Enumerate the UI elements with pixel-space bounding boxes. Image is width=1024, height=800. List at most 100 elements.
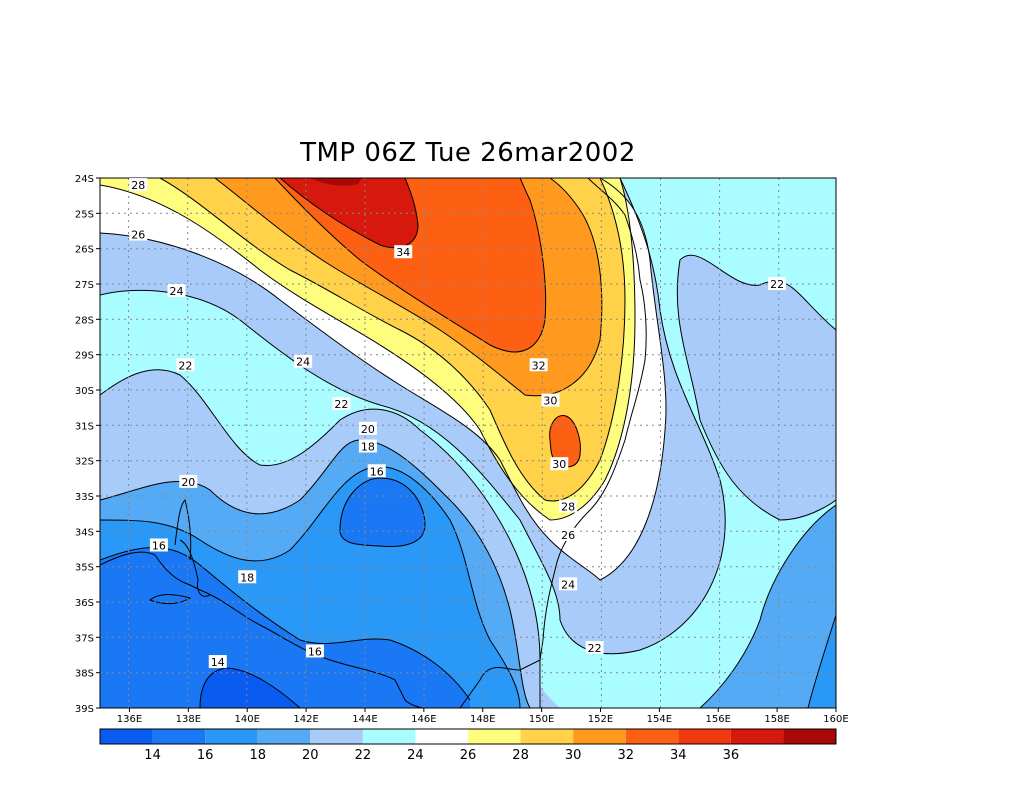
lon-label: 136E xyxy=(117,714,142,725)
contour-label: 30 xyxy=(543,395,557,408)
contour-label-box xyxy=(529,358,548,372)
contour-label-box xyxy=(179,474,198,488)
colorbar-swatch xyxy=(310,729,363,744)
band-16 xyxy=(100,547,470,708)
colorbar-label: 32 xyxy=(617,748,634,763)
lon-label: 160E xyxy=(823,714,848,725)
colorbar-swatch xyxy=(152,729,206,744)
colorbar-label: 20 xyxy=(302,748,319,763)
lat-label: 26S xyxy=(75,245,94,256)
contour-label: 30 xyxy=(552,458,566,471)
lat-label: 30S xyxy=(75,386,94,397)
lon-label: 138E xyxy=(176,714,201,725)
contour-label: 20 xyxy=(361,423,375,436)
contour-label: 22 xyxy=(770,278,784,291)
colorbar-swatch xyxy=(678,729,731,744)
lon-label: 150E xyxy=(529,714,554,725)
colorbar-label: 34 xyxy=(670,748,687,763)
contour-label-box xyxy=(358,421,377,435)
band-14 xyxy=(200,668,300,708)
contour-label: 16 xyxy=(308,645,322,658)
lat-label: 34S xyxy=(75,527,94,538)
lat-label: 33S xyxy=(75,492,94,503)
contour-label: 18 xyxy=(361,441,375,454)
contour-label: 24 xyxy=(170,285,184,298)
lon-label: 154E xyxy=(647,714,672,725)
contour-label-box xyxy=(559,527,578,541)
colorbar-label: 22 xyxy=(355,748,372,763)
lat-label: 28S xyxy=(75,315,94,326)
lat-label: 24S xyxy=(75,174,94,185)
colorbar: 14 16 18 20 22 24 26 28 30 32 34 36 xyxy=(99,728,837,763)
colorbar-label: 36 xyxy=(723,748,740,763)
contour-label: 26 xyxy=(131,229,145,242)
colorbar-swatch xyxy=(205,729,258,744)
contour-label: 24 xyxy=(561,578,575,591)
colorbar-label: 24 xyxy=(407,748,424,763)
contour-label-box xyxy=(550,457,569,471)
contour-label: 22 xyxy=(178,359,192,372)
longitude-axis: 136E 138E 140E 142E 144E 146E 148E 150E 152E 154E… xyxy=(117,708,849,725)
contour-label-box xyxy=(305,644,324,658)
colorbar-label: 18 xyxy=(249,748,266,763)
colorbar-label: 16 xyxy=(197,748,214,763)
contour-label-box xyxy=(208,655,227,669)
lon-label: 144E xyxy=(352,714,377,725)
contour-label-box xyxy=(559,499,578,513)
contour-label: 14 xyxy=(211,656,225,669)
contour-label: 22 xyxy=(334,398,348,411)
lat-label: 35S xyxy=(75,563,94,574)
lon-label: 152E xyxy=(588,714,613,725)
contour-label: 16 xyxy=(152,539,166,552)
colorbar-swatch xyxy=(625,729,679,744)
contour-label: 24 xyxy=(296,356,310,369)
contour-label: 34 xyxy=(396,246,410,259)
contour-label-box xyxy=(238,570,257,584)
contour-label-box xyxy=(167,284,186,298)
contour-label-box xyxy=(129,227,148,241)
contour-label-box xyxy=(585,640,604,654)
contour-label-box xyxy=(394,245,413,259)
contour-label: 20 xyxy=(181,476,195,489)
map-title: TMP 06Z Tue 26mar2002 xyxy=(300,138,636,168)
colorbar-swatch xyxy=(100,729,153,744)
plot-frame xyxy=(99,177,837,709)
band-20-right xyxy=(699,504,836,708)
contour-labels: 28 26 24 22 24 34 32 30 30 28 26 24 22 22 20 18 16 20 16 18… xyxy=(129,178,787,669)
lat-label: 31S xyxy=(75,421,94,432)
latitude-axis: 24S 25S 26S 27S 28S 29S 30S 31S 32S 33S 34S 35S 36S 3… xyxy=(75,174,100,715)
lon-label: 142E xyxy=(293,714,318,725)
contour-label: 16 xyxy=(370,465,384,478)
lat-label: 27S xyxy=(75,280,94,291)
contour-label-box xyxy=(541,393,560,407)
colorbar-swatch xyxy=(783,729,836,744)
colorbar-swatch xyxy=(362,729,416,744)
contour-label: 32 xyxy=(532,359,546,372)
band-36 xyxy=(280,178,418,248)
lat-label: 36S xyxy=(75,598,94,609)
contour-label-box xyxy=(768,277,787,290)
contour-label-box xyxy=(129,178,148,192)
band-38 xyxy=(310,178,362,186)
lon-label: 156E xyxy=(706,714,731,725)
blob-16 xyxy=(340,478,425,547)
colorbar-swatch xyxy=(415,729,468,744)
colorbar-swatch xyxy=(257,729,311,744)
colorbar-label: 26 xyxy=(460,748,477,763)
contour-label: 18 xyxy=(240,571,254,584)
contour-label: 28 xyxy=(131,179,145,192)
lat-label: 37S xyxy=(75,633,94,644)
contour-label: 22 xyxy=(588,642,602,655)
colorbar-swatch xyxy=(468,729,521,744)
contour-label-box xyxy=(176,358,195,372)
lon-label: 158E xyxy=(764,714,789,725)
lat-label: 29S xyxy=(75,351,94,362)
contour-label: 28 xyxy=(561,501,575,514)
contour-label: 26 xyxy=(561,529,575,542)
coastline xyxy=(100,178,647,708)
contour-label-box xyxy=(294,354,313,368)
contour-label-box xyxy=(332,397,351,411)
lon-label: 140E xyxy=(234,714,259,725)
contour-label-box xyxy=(367,464,386,478)
